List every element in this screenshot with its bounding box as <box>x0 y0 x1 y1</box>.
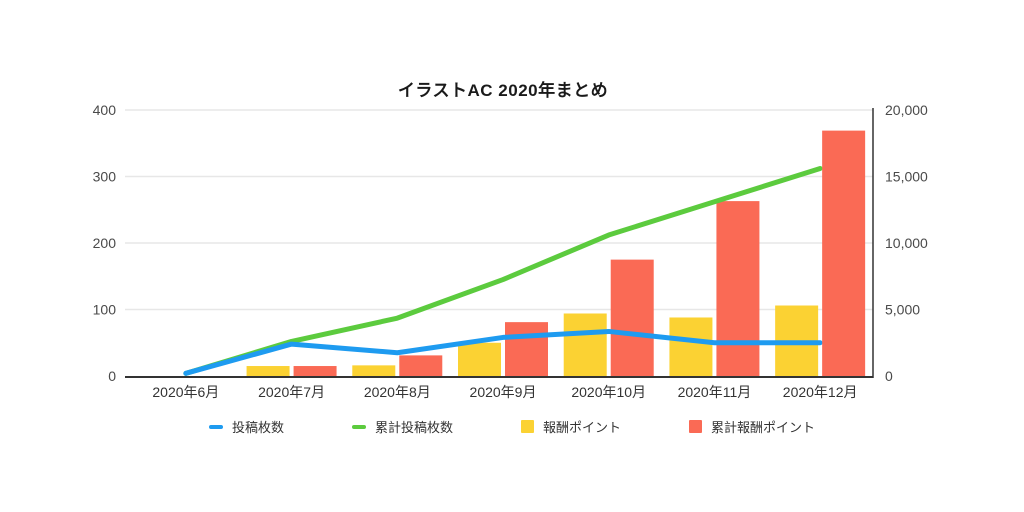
x-axis-label: 2020年7月 <box>258 384 325 400</box>
legend-label-cumulative-posts: 累計投稿枚数 <box>374 420 453 435</box>
right-axis-tick-label: 10,000 <box>885 235 928 251</box>
legend-item-cumulative-posts: 累計投稿枚数 <box>351 417 453 436</box>
bar-reward-points <box>352 365 396 376</box>
legend-line-marker-cumulative-posts <box>351 424 366 429</box>
line-series-posts <box>183 328 823 376</box>
legend-label-cumulative-reward-points: 累計報酬ポイント <box>711 420 816 435</box>
bar-cumulative-reward-points <box>293 366 337 376</box>
legend-bar-marker-reward-points <box>521 420 534 433</box>
right-axis-tick-label: 20,000 <box>885 102 928 118</box>
right-axis-tick-label: 15,000 <box>885 169 928 185</box>
bar-reward-points <box>458 342 501 376</box>
right-axis-tick-label: 5,000 <box>885 302 920 318</box>
bar-series-cumulative-reward-points <box>293 201 760 376</box>
bar-series-reward-points <box>246 305 819 376</box>
x-axis-label: 2020年6月 <box>152 384 219 400</box>
bar-cumulative-reward-points <box>716 201 760 376</box>
legend-label-reward-points: 報酬ポイント <box>543 420 622 435</box>
line-series-cumulative-posts <box>183 166 823 376</box>
left-axis-tick-label: 100 <box>93 302 117 318</box>
chart-legend: 投稿枚数 累計投稿枚数 報酬ポイント 累計報酬ポイント <box>0 417 1024 436</box>
legend-label-posts: 投稿枚数 <box>231 420 284 435</box>
chart-title: イラストAC 2020年まとめ <box>397 81 609 100</box>
left-axis-tick-label: 300 <box>93 169 117 185</box>
x-axis-label: 2020年11月 <box>678 384 752 400</box>
left-axis-tick-label: 0 <box>108 368 116 384</box>
bar-cumulative-reward-points <box>610 259 654 376</box>
left-axis-tick-label: 200 <box>93 235 117 251</box>
x-axis-label: 2020年8月 <box>364 384 431 400</box>
right-axis-ticks: 0 5,000 10,000 15,000 20,000 <box>885 102 928 384</box>
left-axis-ticks: 0 100 200 300 400 <box>93 102 117 384</box>
legend-item-posts: 投稿枚数 <box>208 417 284 436</box>
bar-reward-points <box>246 366 290 376</box>
bar-cumulative-reward-points <box>399 355 443 376</box>
bar-reward-points <box>563 313 607 376</box>
x-axis-label: 2020年10月 <box>571 384 646 400</box>
legend-item-reward-points: 報酬ポイント <box>521 417 621 436</box>
legend-line-marker-posts <box>208 424 223 429</box>
x-axis-labels: 2020年6月 2020年7月 2020年8月 2020年9月 2020年10月 2020… <box>152 384 857 400</box>
bar-reward-points <box>669 317 713 376</box>
bar-cumulative-reward-points <box>822 130 866 376</box>
x-axis-label: 2020年9月 <box>470 384 537 400</box>
x-axis-label: 2020年12月 <box>783 384 858 400</box>
left-axis-tick-label: 400 <box>93 102 117 118</box>
right-axis-tick-label: 0 <box>885 368 893 384</box>
bar-cumulative-reward-points <box>505 322 548 376</box>
legend-bar-marker-cumulative-reward-points <box>689 420 703 433</box>
legend-item-cumulative-reward-points: 累計報酬ポイント <box>689 417 815 436</box>
